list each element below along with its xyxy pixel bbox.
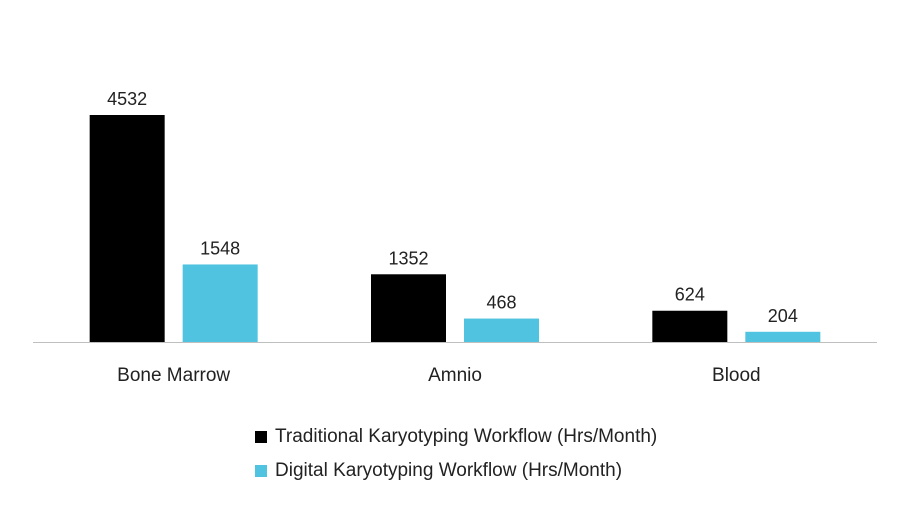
bar-digital-bone-marrow xyxy=(182,264,258,342)
category-label-amnio: Amnio xyxy=(428,365,482,386)
data-label-digital-bone-marrow: 1548 xyxy=(200,238,240,258)
data-label-traditional-bone-marrow: 4532 xyxy=(107,89,147,109)
legend-swatch-digital xyxy=(255,465,267,477)
legend-item-traditional: Traditional Karyotyping Workflow (Hrs/Mo… xyxy=(255,420,657,454)
legend-swatch-traditional xyxy=(255,431,267,443)
bar-traditional-amnio xyxy=(371,274,446,342)
category-label-bone-marrow: Bone Marrow xyxy=(117,365,230,386)
data-label-digital-amnio: 468 xyxy=(486,293,516,313)
category-label-blood: Blood xyxy=(712,365,761,386)
legend-label-traditional: Traditional Karyotyping Workflow (Hrs/Mo… xyxy=(275,426,658,447)
legend-label-digital: Digital Karyotyping Workflow (Hrs/Month) xyxy=(275,460,623,481)
bars-group xyxy=(89,115,821,342)
bar-digital-amnio xyxy=(464,318,539,342)
legend: Traditional Karyotyping Workflow (Hrs/Mo… xyxy=(255,420,657,488)
bar-digital-blood xyxy=(745,331,821,342)
data-label-traditional-amnio: 1352 xyxy=(388,248,428,268)
legend-item-digital: Digital Karyotyping Workflow (Hrs/Month) xyxy=(255,454,657,488)
data-label-digital-blood: 204 xyxy=(768,306,798,326)
bar-traditional-blood xyxy=(652,310,728,342)
bar-traditional-bone-marrow xyxy=(89,115,165,342)
data-labels-group: 4532 1548 1352 468 624 204 xyxy=(107,89,798,326)
category-labels-group: Bone Marrow Amnio Blood xyxy=(117,365,760,386)
data-label-traditional-blood: 624 xyxy=(675,285,705,305)
